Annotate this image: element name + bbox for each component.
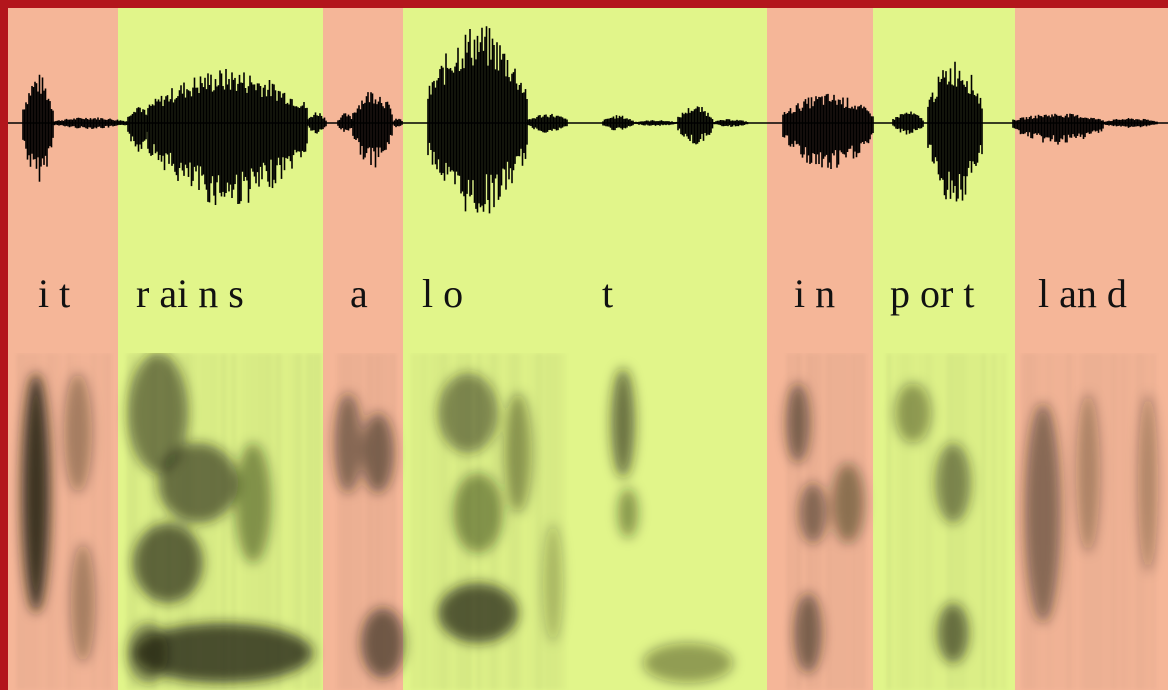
label-it: i t	[38, 271, 71, 316]
label-in: i n	[794, 271, 836, 316]
waveform	[8, 26, 1168, 214]
label-rains: r ai n s	[136, 271, 244, 316]
label-land: l an d	[1038, 271, 1127, 316]
label-t: t	[602, 271, 614, 316]
spectrogram	[18, 353, 1158, 690]
label-a: a	[350, 271, 368, 316]
label-lo: l o	[422, 271, 464, 316]
waveform-trace	[22, 26, 1158, 214]
label-port: p or t	[890, 271, 975, 316]
speech-diagram: i t r ai n s a l o t i n p or t l an d	[8, 8, 1168, 690]
